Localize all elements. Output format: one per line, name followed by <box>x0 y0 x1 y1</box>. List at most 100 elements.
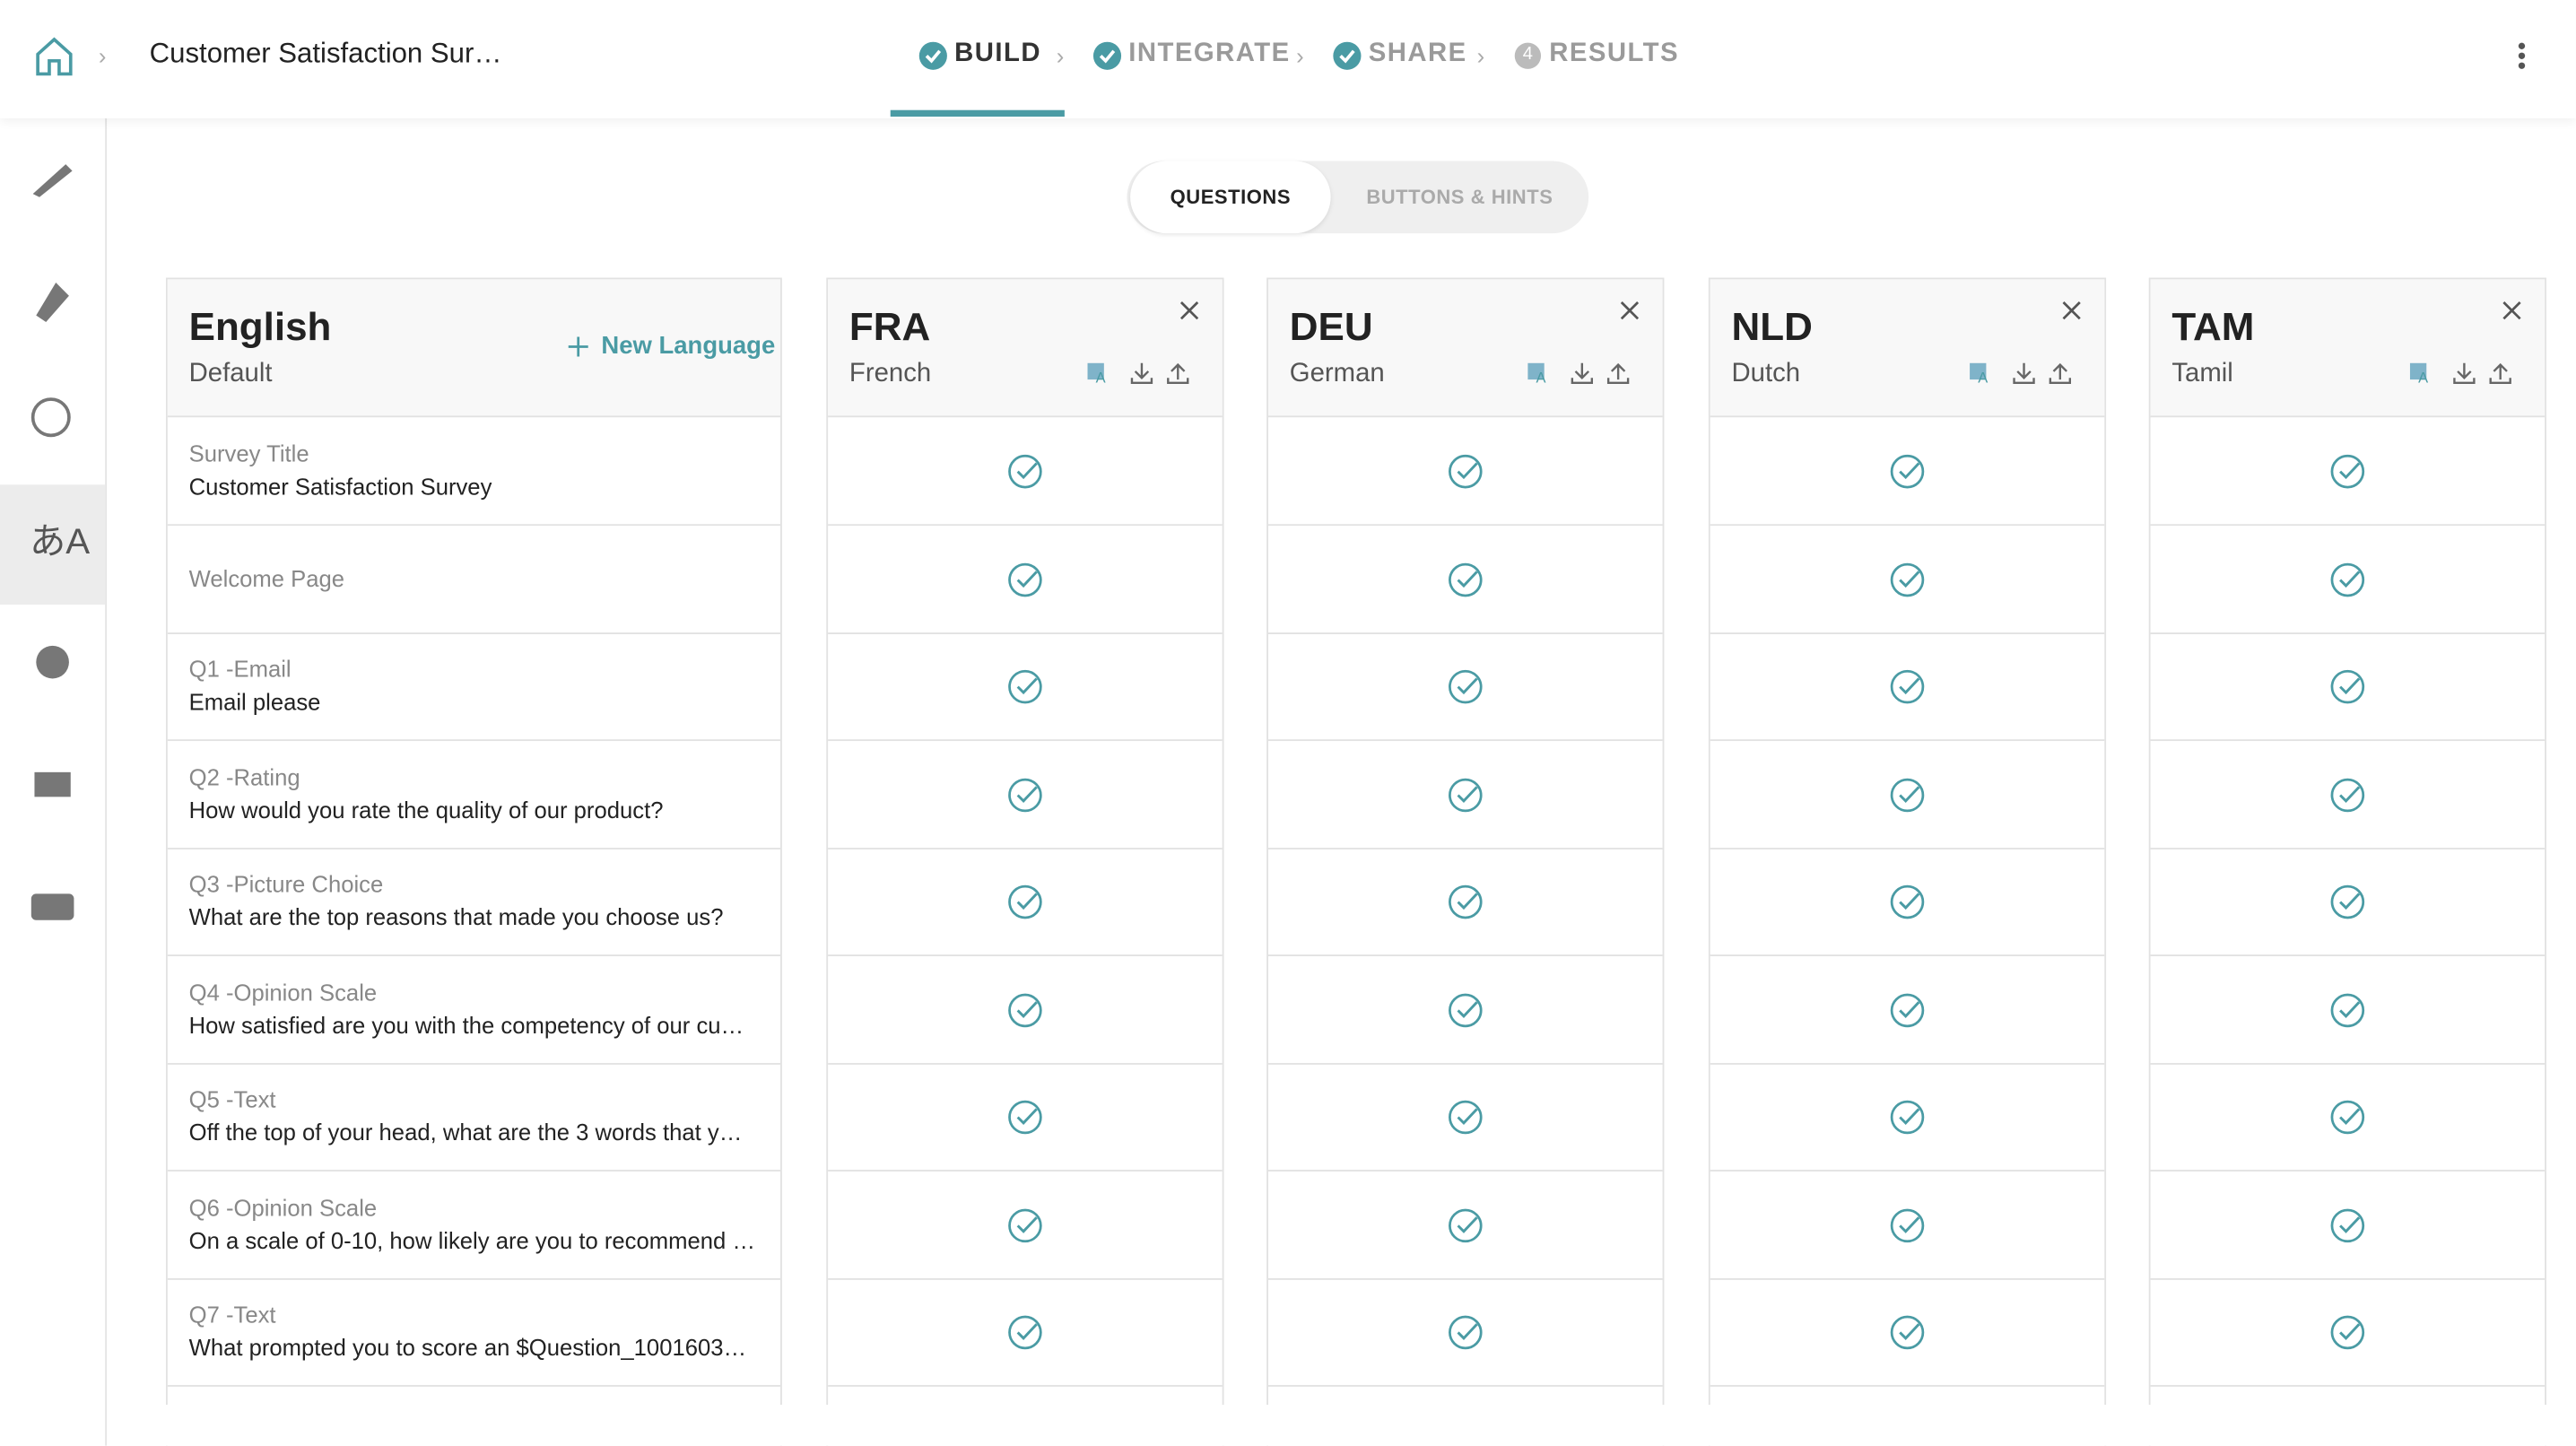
close-button[interactable] <box>1178 299 1201 330</box>
question-row[interactable]: Q2 -Rating How would you rate the quality… <box>167 740 781 849</box>
translation-cell[interactable] <box>1267 632 1663 742</box>
row-label: Q3 -Picture Choice <box>188 870 384 898</box>
question-row[interactable]: Q3 -Picture Choice What are the top reaso… <box>167 848 781 956</box>
translation-cell[interactable] <box>2150 525 2546 634</box>
auto-translate-icon[interactable]: A <box>2408 362 2434 393</box>
status-check <box>1007 991 1043 1035</box>
globe-icon[interactable] <box>30 397 71 438</box>
question-row[interactable]: Q6 -Opinion Scale On a scale of 0-10, how… <box>167 1171 781 1279</box>
upload-icon[interactable] <box>1606 362 1630 393</box>
design-icon[interactable] <box>36 283 69 322</box>
close-button[interactable] <box>2060 299 2084 330</box>
status-check <box>1448 454 1484 498</box>
row-label: Welcome Page <box>188 564 345 591</box>
base-language-column: English Default New Language Survey Title Cu… <box>165 277 782 1446</box>
translation-cell[interactable] <box>828 1063 1223 1172</box>
translation-cell[interactable] <box>828 740 1223 849</box>
translation-cell[interactable] <box>1710 1171 2105 1279</box>
translation-cell[interactable] <box>2150 632 2546 742</box>
translation-cell[interactable] <box>1267 1278 1663 1387</box>
translation-cell[interactable] <box>2150 955 2546 1064</box>
translation-cell[interactable] <box>2150 417 2546 527</box>
translation-cell[interactable] <box>2150 848 2546 956</box>
status-check <box>2329 668 2365 712</box>
auto-translate-icon[interactable]: A <box>1086 362 1112 393</box>
print-icon[interactable] <box>30 893 74 920</box>
translation-cell[interactable] <box>828 955 1223 1064</box>
step-label[interactable]: SHARE <box>1368 39 1467 68</box>
translate-icon[interactable]: あA <box>30 521 90 562</box>
close-button[interactable] <box>2501 299 2524 330</box>
translation-cell[interactable] <box>1710 955 2105 1064</box>
clip <box>108 1405 2576 1446</box>
close-button[interactable] <box>1618 299 1641 330</box>
step-label[interactable]: INTEGRATE <box>1128 39 1291 68</box>
home-icon[interactable] <box>33 34 76 77</box>
question-row[interactable]: Welcome Page <box>167 525 781 634</box>
status-check <box>1448 668 1484 712</box>
new-language-button[interactable]: New Language <box>601 331 776 361</box>
auto-translate-icon[interactable]: A <box>1527 362 1553 393</box>
step-label[interactable]: BUILD <box>954 39 1042 68</box>
translation-cell[interactable] <box>2150 740 2546 849</box>
translation-cell[interactable] <box>2150 1278 2546 1387</box>
status-check <box>1448 1099 1484 1143</box>
translation-cell[interactable] <box>2150 1063 2546 1172</box>
language-column: NLD Dutch A <box>1708 277 2107 1446</box>
download-icon[interactable] <box>2453 362 2476 393</box>
translation-cell[interactable] <box>1710 740 2105 849</box>
auto-translate-icon[interactable]: A <box>1968 362 1994 393</box>
survey-title[interactable]: Customer Satisfaction Sur… <box>149 38 502 69</box>
step-label[interactable]: RESULTS <box>1549 39 1680 68</box>
translation-cell[interactable] <box>828 525 1223 634</box>
status-check <box>1889 884 1925 928</box>
question-row[interactable]: Q1 -Email Email please <box>167 632 781 742</box>
mail-icon[interactable] <box>34 771 71 797</box>
translation-cell[interactable] <box>828 632 1223 742</box>
status-check <box>1448 1314 1484 1358</box>
translation-cell[interactable] <box>1710 848 2105 956</box>
translation-cell[interactable] <box>828 1171 1223 1279</box>
upload-icon[interactable] <box>2489 362 2512 393</box>
translation-cell[interactable] <box>2150 1171 2546 1279</box>
question-row[interactable]: Q4 -Opinion Scale How satisfied are you w… <box>167 955 781 1064</box>
translation-cell[interactable] <box>1710 417 2105 527</box>
tab[interactable]: BUTTONS & HINTS <box>1366 185 1553 209</box>
translation-cell[interactable] <box>1267 525 1663 634</box>
status-check <box>2329 1314 2365 1358</box>
status-check <box>2329 1099 2365 1143</box>
translation-cell[interactable] <box>1267 848 1663 956</box>
question-row[interactable]: Q5 -Text Off the top of your head, what a… <box>167 1063 781 1172</box>
translation-cell[interactable] <box>828 1278 1223 1387</box>
language-name: Tamil <box>2171 360 2233 388</box>
download-icon[interactable] <box>2013 362 2036 393</box>
download-icon[interactable] <box>1130 362 1153 393</box>
translation-cell[interactable] <box>828 848 1223 956</box>
row-label: Q5 -Text <box>188 1085 276 1112</box>
row-text: On a scale of 0-10, how likely are you t… <box>188 1226 756 1253</box>
row-label: Q6 -Opinion Scale <box>188 1193 378 1220</box>
language-column: DEU German A <box>1266 277 1665 1446</box>
translation-cell[interactable] <box>1710 1278 2105 1387</box>
tab[interactable]: QUESTIONS <box>1130 161 1331 234</box>
translation-cell[interactable] <box>828 417 1223 527</box>
question-row[interactable]: Survey Title Customer Satisfaction Survey <box>167 417 781 527</box>
row-label: Q2 -Rating <box>188 762 300 790</box>
translation-cell[interactable] <box>1710 632 2105 742</box>
translation-cell[interactable] <box>1710 1063 2105 1172</box>
translation-cell[interactable] <box>1267 1171 1663 1279</box>
settings-icon[interactable] <box>36 645 69 679</box>
edit-icon[interactable] <box>32 164 73 197</box>
download-icon[interactable] <box>1571 362 1594 393</box>
translation-cell[interactable] <box>1267 740 1663 849</box>
upload-icon[interactable] <box>2049 362 2072 393</box>
question-row[interactable]: Q7 -Text What prompted you to score an $Q… <box>167 1278 781 1387</box>
upload-icon[interactable] <box>1166 362 1189 393</box>
chevron: › <box>98 42 107 69</box>
translation-cell[interactable] <box>1267 955 1663 1064</box>
translation-cell[interactable] <box>1267 1063 1663 1172</box>
translation-cell[interactable] <box>1710 525 2105 634</box>
translation-cell[interactable] <box>1267 417 1663 527</box>
more-menu[interactable] <box>2512 39 2532 73</box>
